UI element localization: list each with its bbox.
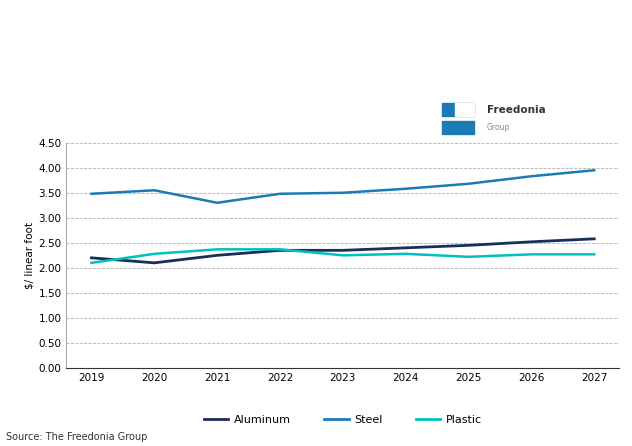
Legend: Aluminum, Steel, Plastic: Aluminum, Steel, Plastic — [199, 411, 487, 429]
FancyBboxPatch shape — [442, 103, 474, 116]
Text: Source: The Freedonia Group: Source: The Freedonia Group — [6, 432, 148, 442]
Y-axis label: $/ linear foot: $/ linear foot — [24, 222, 34, 289]
FancyBboxPatch shape — [455, 103, 474, 116]
Text: Freedonia: Freedonia — [487, 105, 545, 116]
Text: Group: Group — [487, 123, 510, 132]
Text: Figure 3-5.
Gutter Guard Pricing by Material,
2019 – 2027
(dollars per linear fo: Figure 3-5. Gutter Guard Pricing by Mate… — [8, 7, 223, 60]
FancyBboxPatch shape — [442, 121, 474, 134]
